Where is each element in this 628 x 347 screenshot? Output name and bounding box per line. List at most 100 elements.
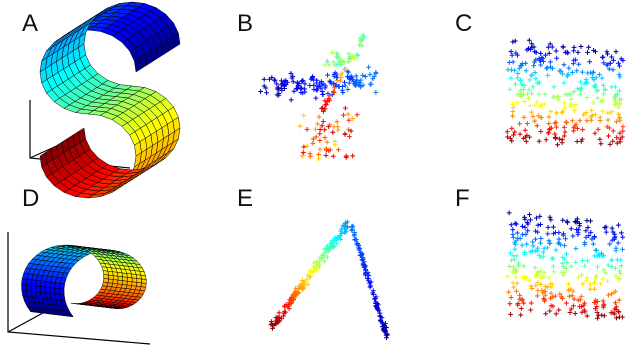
panel-f-point — [565, 220, 570, 226]
panel-d-surface-patch — [40, 286, 46, 293]
panel-c-point — [585, 70, 591, 76]
panel-e-point — [324, 246, 330, 251]
panel-f-point — [614, 315, 619, 321]
panel-b-point — [367, 72, 373, 77]
panel-c-point — [510, 39, 516, 45]
panel-e-point — [320, 252, 325, 258]
panel-b-point — [360, 73, 366, 78]
panel-e-point — [275, 316, 281, 321]
panel-e-point — [284, 304, 290, 310]
panel-f-point — [617, 268, 622, 274]
panel-f-point — [514, 230, 520, 236]
panel-c-point — [619, 134, 625, 140]
panel-f-point — [576, 274, 581, 280]
panel-f-point — [512, 246, 518, 252]
panel-c-point — [538, 103, 543, 109]
panel-c-point — [578, 87, 584, 93]
panel-c-point — [587, 59, 593, 65]
panel-b-point — [345, 74, 351, 80]
panel-b-point — [332, 62, 338, 68]
panel-c-point — [565, 50, 571, 56]
panel-e-point — [366, 280, 372, 286]
panel-c-point — [613, 49, 619, 55]
panel-d-surface-patch — [49, 287, 55, 295]
panel-e-point — [305, 281, 311, 287]
panel-f-point — [570, 233, 576, 239]
panel-c-point — [593, 82, 599, 88]
panel-f-point — [556, 307, 562, 313]
panel-f-point — [520, 223, 525, 229]
panel-f-point — [526, 277, 532, 283]
panel-b-point — [373, 90, 379, 95]
panel-e-point — [372, 296, 378, 301]
panel-f-point — [585, 225, 591, 230]
panel-e-point — [268, 319, 274, 325]
panel-c-point — [522, 127, 528, 133]
panel-f-point — [539, 288, 545, 293]
panel-c-point — [528, 73, 534, 79]
panel-c-point — [521, 114, 527, 120]
panel-f-point — [534, 215, 539, 221]
panel-f-point — [507, 301, 513, 307]
panel-c-point — [614, 135, 620, 141]
panel-f-point — [616, 275, 621, 281]
panel-c-point — [617, 102, 623, 108]
panel-b-point — [346, 117, 352, 123]
panel-f-point — [530, 239, 535, 245]
panel-f-point — [508, 222, 514, 228]
panel-e-point — [334, 241, 340, 247]
panel-f-point — [613, 245, 619, 251]
panel-f-point — [546, 275, 552, 281]
panel-b-point — [320, 92, 326, 97]
panel-e-point — [280, 313, 286, 319]
panel-b-point — [345, 111, 351, 117]
panel-f-point — [540, 249, 546, 255]
panel-f-point — [542, 297, 548, 303]
panel-b-point — [333, 82, 339, 88]
panel-c-point — [508, 75, 514, 81]
panel-b-point — [324, 139, 330, 145]
panel-c-point — [571, 128, 577, 134]
panel-b-point — [295, 83, 301, 89]
panel-c-point — [578, 44, 584, 49]
panel-b-point — [263, 85, 269, 91]
panel-c-point — [572, 108, 578, 113]
panel-b-point — [326, 62, 332, 68]
panel-f-point — [594, 248, 599, 253]
panel-e-point — [329, 238, 335, 244]
panel-f-point — [567, 293, 572, 299]
panel-f-point — [568, 263, 574, 269]
panel-b-point — [327, 147, 333, 153]
panel-f-point — [560, 254, 566, 260]
panel-f-point — [548, 281, 553, 287]
panel-f-point — [567, 310, 573, 315]
panel-b-point — [343, 153, 349, 159]
panel-c-point — [527, 77, 533, 83]
panel-b-point — [322, 98, 328, 104]
panel-e-point — [356, 243, 362, 249]
panel-f-point — [545, 231, 551, 237]
panel-b-point — [348, 76, 354, 82]
panel-c-point — [508, 49, 514, 54]
panel-f-point — [546, 238, 552, 244]
panel-b-point — [322, 135, 328, 141]
panel-c-point — [531, 63, 537, 69]
panel-f-point — [515, 301, 521, 306]
panel-c-point — [516, 65, 522, 71]
panel-c-point — [571, 89, 577, 95]
panel-b-point — [323, 102, 329, 107]
panel-c-point — [518, 78, 523, 84]
panel-c-point — [591, 69, 596, 75]
panel-c-point — [550, 65, 555, 71]
panel-c-point — [569, 118, 575, 124]
panel-d-surface-patch — [30, 285, 37, 292]
panel-b-point — [354, 52, 360, 58]
panel-c-point — [517, 121, 523, 127]
panel-c-point — [529, 91, 535, 96]
panel-f-point — [588, 229, 594, 235]
panel-c-point — [605, 51, 610, 57]
panel-c-point — [580, 127, 586, 133]
panel-e-point — [352, 230, 358, 236]
panel-c-point — [566, 65, 572, 71]
